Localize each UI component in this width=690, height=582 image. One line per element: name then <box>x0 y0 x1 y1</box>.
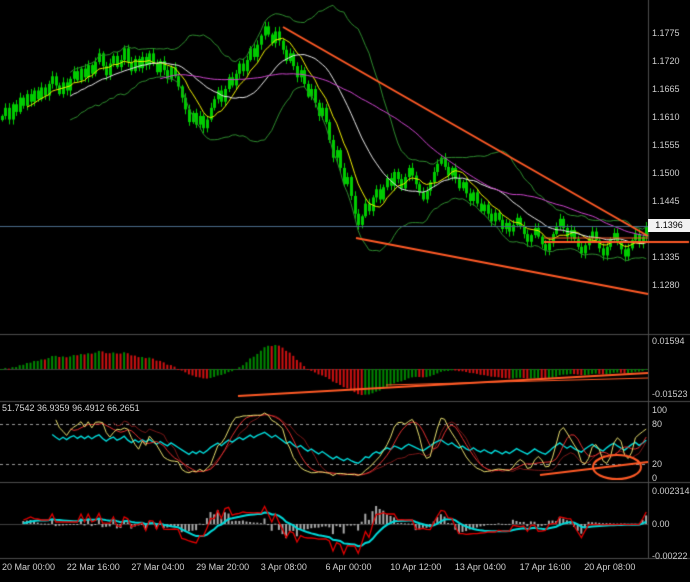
price-axis-label: 1.1720 <box>652 56 680 66</box>
time-axis-label: 29 Mar 20:00 <box>196 562 250 572</box>
current-price-marker: 1.1396 <box>648 219 690 233</box>
price-axis-label: 1.1610 <box>652 112 680 122</box>
price-axis-label: 1.1555 <box>652 140 680 150</box>
time-axis: 20 Mar 00:00 22 Mar 16:00 27 Mar 04:00 29 M… <box>0 559 690 582</box>
time-axis-label: 27 Mar 04:00 <box>131 562 185 572</box>
stoch-axis-label: 80 <box>652 418 663 429</box>
time-axis-label: 13 Apr 04:00 <box>454 562 506 572</box>
oscillator-values-label: 51.7542 36.9359 96.4912 66.2651 <box>2 403 140 413</box>
time-axis-label: 20 Apr 08:00 <box>584 562 636 572</box>
time-axis-label: 20 Mar 00:00 <box>2 562 56 572</box>
time-axis-label: 3 Apr 08:00 <box>260 562 307 572</box>
time-axis-label: 22 Mar 16:00 <box>66 562 120 572</box>
stoch-axis-label: 20 <box>652 459 663 470</box>
stoch-axis-label: 0 <box>652 472 658 483</box>
price-axis-label: 1.1280 <box>652 280 680 290</box>
price-axis-label: 1.1775 <box>652 28 680 38</box>
osc-axis-label: -0.00222 <box>652 550 688 561</box>
current-price-value: 1.1396 <box>655 220 683 231</box>
osc-axis-label: 0.00 <box>652 519 670 529</box>
stoch-axis-label: 100 <box>652 405 668 415</box>
time-axis-label: 10 Apr 12:00 <box>390 562 442 572</box>
osc-axis-label: 0.002314 <box>652 486 690 497</box>
price-axis-label: 1.1335 <box>652 252 680 262</box>
time-axis-label: 6 Apr 00:00 <box>325 562 372 572</box>
price-axis-label: 1.1500 <box>652 168 680 178</box>
price-axis-label: 1.1665 <box>652 84 680 94</box>
price-axis-label: 1.1445 <box>652 196 680 206</box>
macd-axis-label: -0.01523 <box>652 389 688 399</box>
time-axis-label: 17 Apr 16:00 <box>519 562 571 572</box>
macd-axis-label: 0.01594 <box>652 336 685 346</box>
